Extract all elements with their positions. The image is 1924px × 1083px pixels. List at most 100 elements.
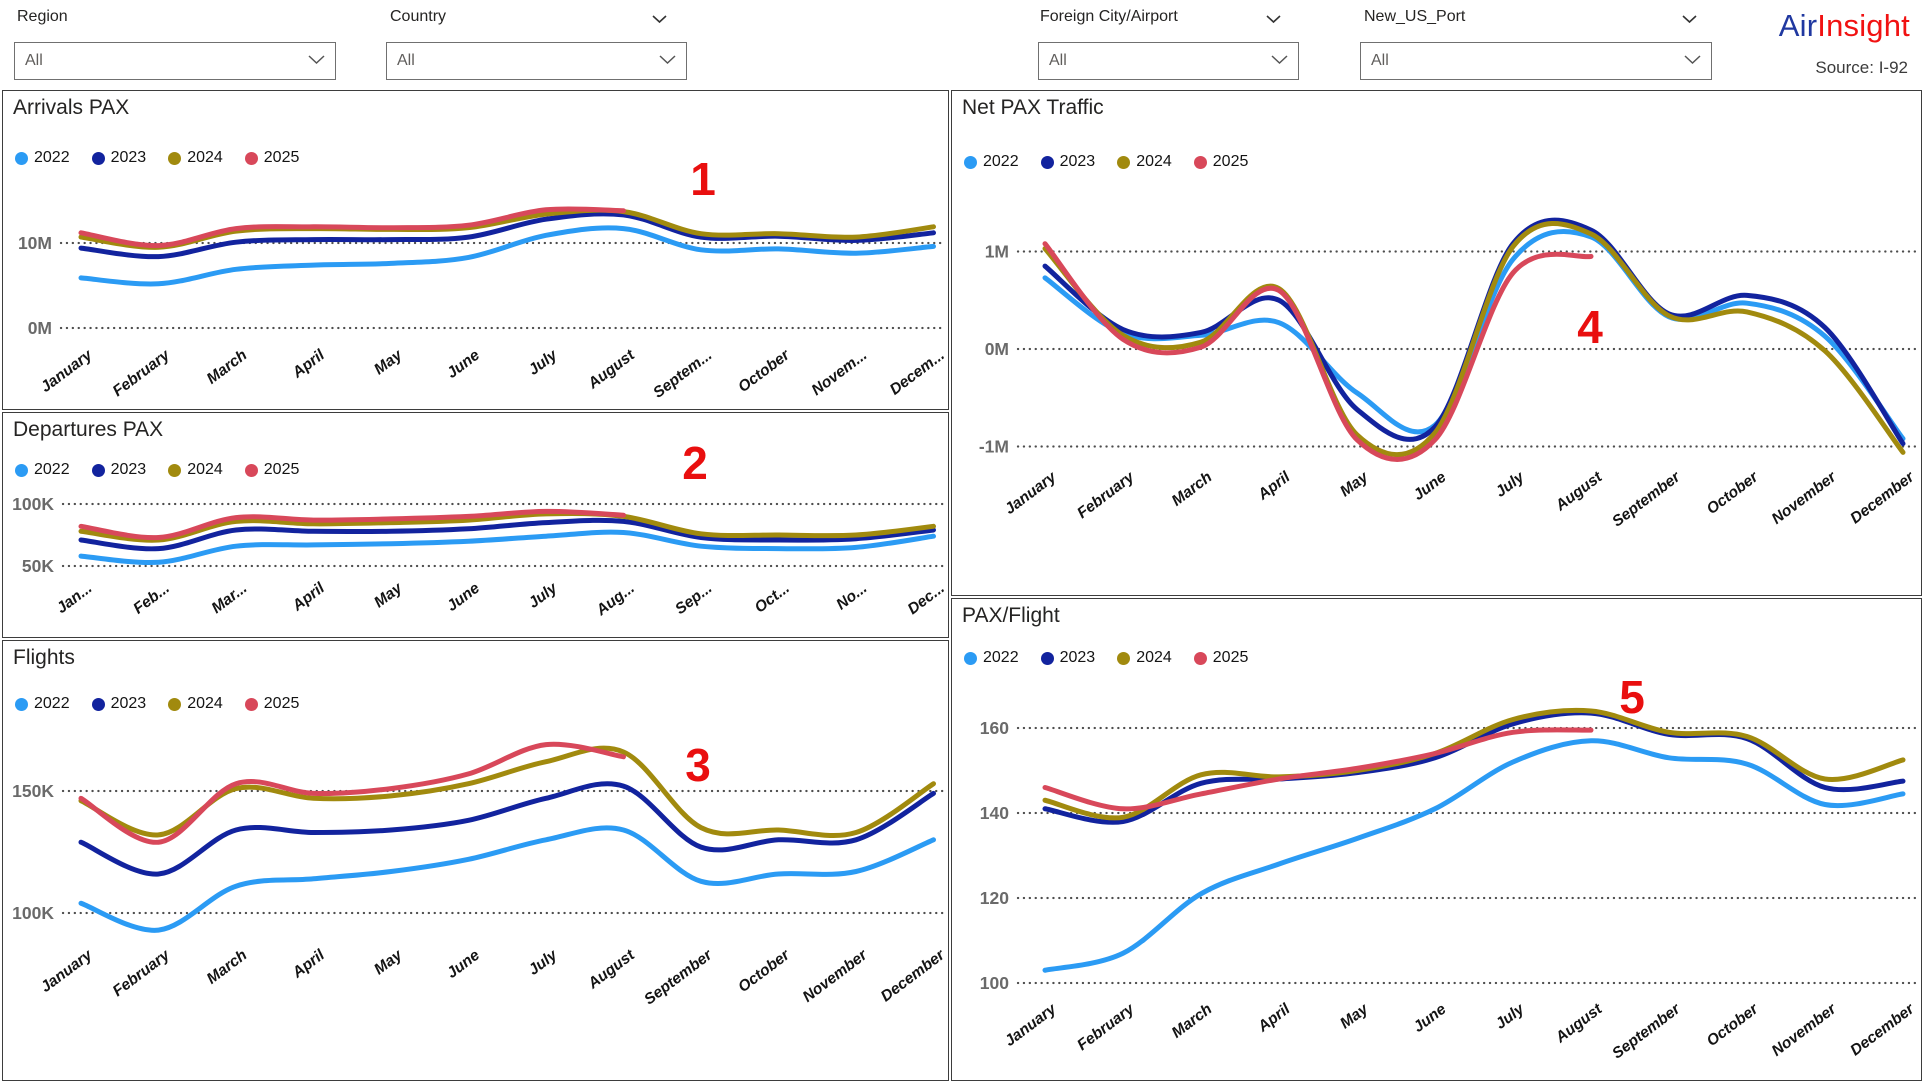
legend-flights: 2022 2023 2024 2025 [15,695,299,713]
legend-item-2022[interactable]: 2022 [964,649,1019,667]
legend-dot-icon [1193,651,1207,665]
legend-dot-icon [1040,155,1054,169]
x-axis-month-label: January [1002,468,1061,518]
legend-dot-icon [91,151,105,165]
chevron-down-icon[interactable] [652,11,667,29]
x-axis-month-label: Mar... [209,580,251,617]
flights-chart-canvas[interactable]: 150K 100K January February March April May June… [3,641,950,1082]
y-axis-tick-label: 160 [980,718,1009,738]
series-line-2024 [1042,221,1906,458]
legend-item-2025[interactable]: 2025 [244,695,300,713]
chevron-down-icon [659,52,676,70]
x-axis-month-label: September [1609,468,1684,530]
legend-dot-icon [168,463,182,477]
app-logo: AirInsight [1779,8,1910,44]
legend-item-2024[interactable]: 2024 [168,695,223,713]
legend-year-label: 2024 [187,695,223,712]
legend-item-2023[interactable]: 2023 [91,695,147,713]
legend-item-2022[interactable]: 2022 [964,153,1019,171]
x-axis-month-label: Jan... [54,580,96,617]
legend-item-2025[interactable]: 2025 [244,149,299,167]
legend-item-2025[interactable]: 2025 [1193,649,1248,667]
panel-flights: Flights 2022 2023 2024 2025 150K 100K January… [2,640,949,1081]
x-axis-month-label: October [1704,468,1762,518]
legend-year-label: 2023 [110,461,147,478]
y-axis-tick-label: 100K [12,494,54,514]
new-us-port-filter-dropdown[interactable]: All [1360,42,1712,80]
legend-item-2025[interactable]: 2025 [1193,153,1248,171]
legend-item-2022[interactable]: 2022 [15,461,70,479]
x-axis-month-label: February [110,346,174,400]
net-pax-chart-canvas[interactable]: 1M 0M -1M January February March April May June J… [952,91,1923,597]
x-axis-month-label: August [584,946,638,993]
legend-item-2023[interactable]: 2023 [1040,153,1096,171]
legend-item-2022[interactable]: 2022 [15,149,70,167]
foreign-city-filter-dropdown[interactable]: All [1038,42,1299,80]
legend-dot-icon [244,697,258,711]
chevron-down-icon[interactable] [1682,11,1697,29]
x-axis-month-label: June [1410,468,1449,504]
legend-dot-icon [15,463,28,477]
x-axis-month-label: August [584,346,638,393]
legend-item-2024[interactable]: 2024 [1117,649,1172,667]
legend-dot-icon [91,697,105,711]
legend-dot-icon [1193,155,1207,169]
new-us-port-filter-label: New_US_Port [1364,8,1466,25]
x-axis-month-label: July [525,579,561,612]
y-axis-tick-label: 140 [980,803,1009,823]
legend-dot-icon [168,697,182,711]
arrivals-chart-canvas[interactable]: 10M 0M January February March April May June Jul… [3,91,950,411]
x-axis-month-label: Aug... [592,580,637,620]
x-axis-month-label: March [204,947,251,988]
legend-pax-flight: 2022 2023 2024 2025 [964,649,1248,667]
legend-year-label: 2022 [34,149,70,166]
chevron-down-icon [1271,52,1288,70]
legend-item-2024[interactable]: 2024 [1117,153,1172,171]
legend-year-label: 2024 [1136,649,1172,666]
y-axis-tick-label: 0M [28,318,52,338]
legend-departures: 2022 2023 2024 2025 [15,461,299,479]
legend-item-2025[interactable]: 2025 [244,461,299,479]
x-axis-month-label: June [444,346,483,382]
legend-dot-icon [1117,155,1131,169]
x-axis-month-label: October [735,946,793,996]
y-axis-tick-label: 120 [980,888,1009,908]
x-axis-month-label: April [289,946,329,982]
x-axis-month-label: September [641,946,716,1008]
x-axis-month-label: January [38,946,97,996]
annotation-number: 1 [690,153,716,205]
x-axis-month-label: October [1704,1000,1762,1050]
legend-item-2022[interactable]: 2022 [15,695,70,713]
pax-flight-chart-canvas[interactable]: 160 140 120 100 January February March April May… [952,599,1923,1082]
legend-item-2023[interactable]: 2023 [1040,649,1095,667]
source-caption: Source: I-92 [1815,58,1908,77]
region-filter-dropdown[interactable]: All [14,42,336,80]
legend-year-label: 2023 [110,695,147,712]
legend-dot-icon [15,697,28,711]
x-axis-month-label: November [800,946,872,1006]
series-line-2024 [78,745,936,838]
legend-item-2023[interactable]: 2023 [91,149,146,167]
x-axis-month-label: September [1609,1000,1684,1062]
legend-item-2024[interactable]: 2024 [168,149,223,167]
y-axis-tick-label: -1M [979,437,1009,457]
legend-item-2023[interactable]: 2023 [91,461,147,479]
series-line-2023 [1042,217,1906,447]
x-axis-month-label: July [1492,468,1528,501]
legend-year-label: 2025 [263,695,300,712]
series-line-2025 [78,206,626,249]
series-line-2024 [78,511,936,543]
panel-net-pax: Net PAX Traffic 2022 2023 2024 2025 1M 0M -1M… [951,90,1922,596]
legend-year-label: 2022 [34,695,70,712]
chevron-down-icon[interactable] [1266,11,1281,29]
annotation-number: 2 [682,437,708,489]
chart-title-net-pax: Net PAX Traffic [962,96,1104,119]
country-filter-dropdown[interactable]: All [386,42,687,80]
annotation-number: 5 [1619,671,1645,723]
legend-year-label: 2023 [1059,153,1096,170]
y-axis-tick-label: 100K [12,903,54,923]
legend-item-2024[interactable]: 2024 [168,461,223,479]
x-axis-month-label: January [1002,1000,1061,1050]
x-axis-month-label: May [1337,468,1372,501]
